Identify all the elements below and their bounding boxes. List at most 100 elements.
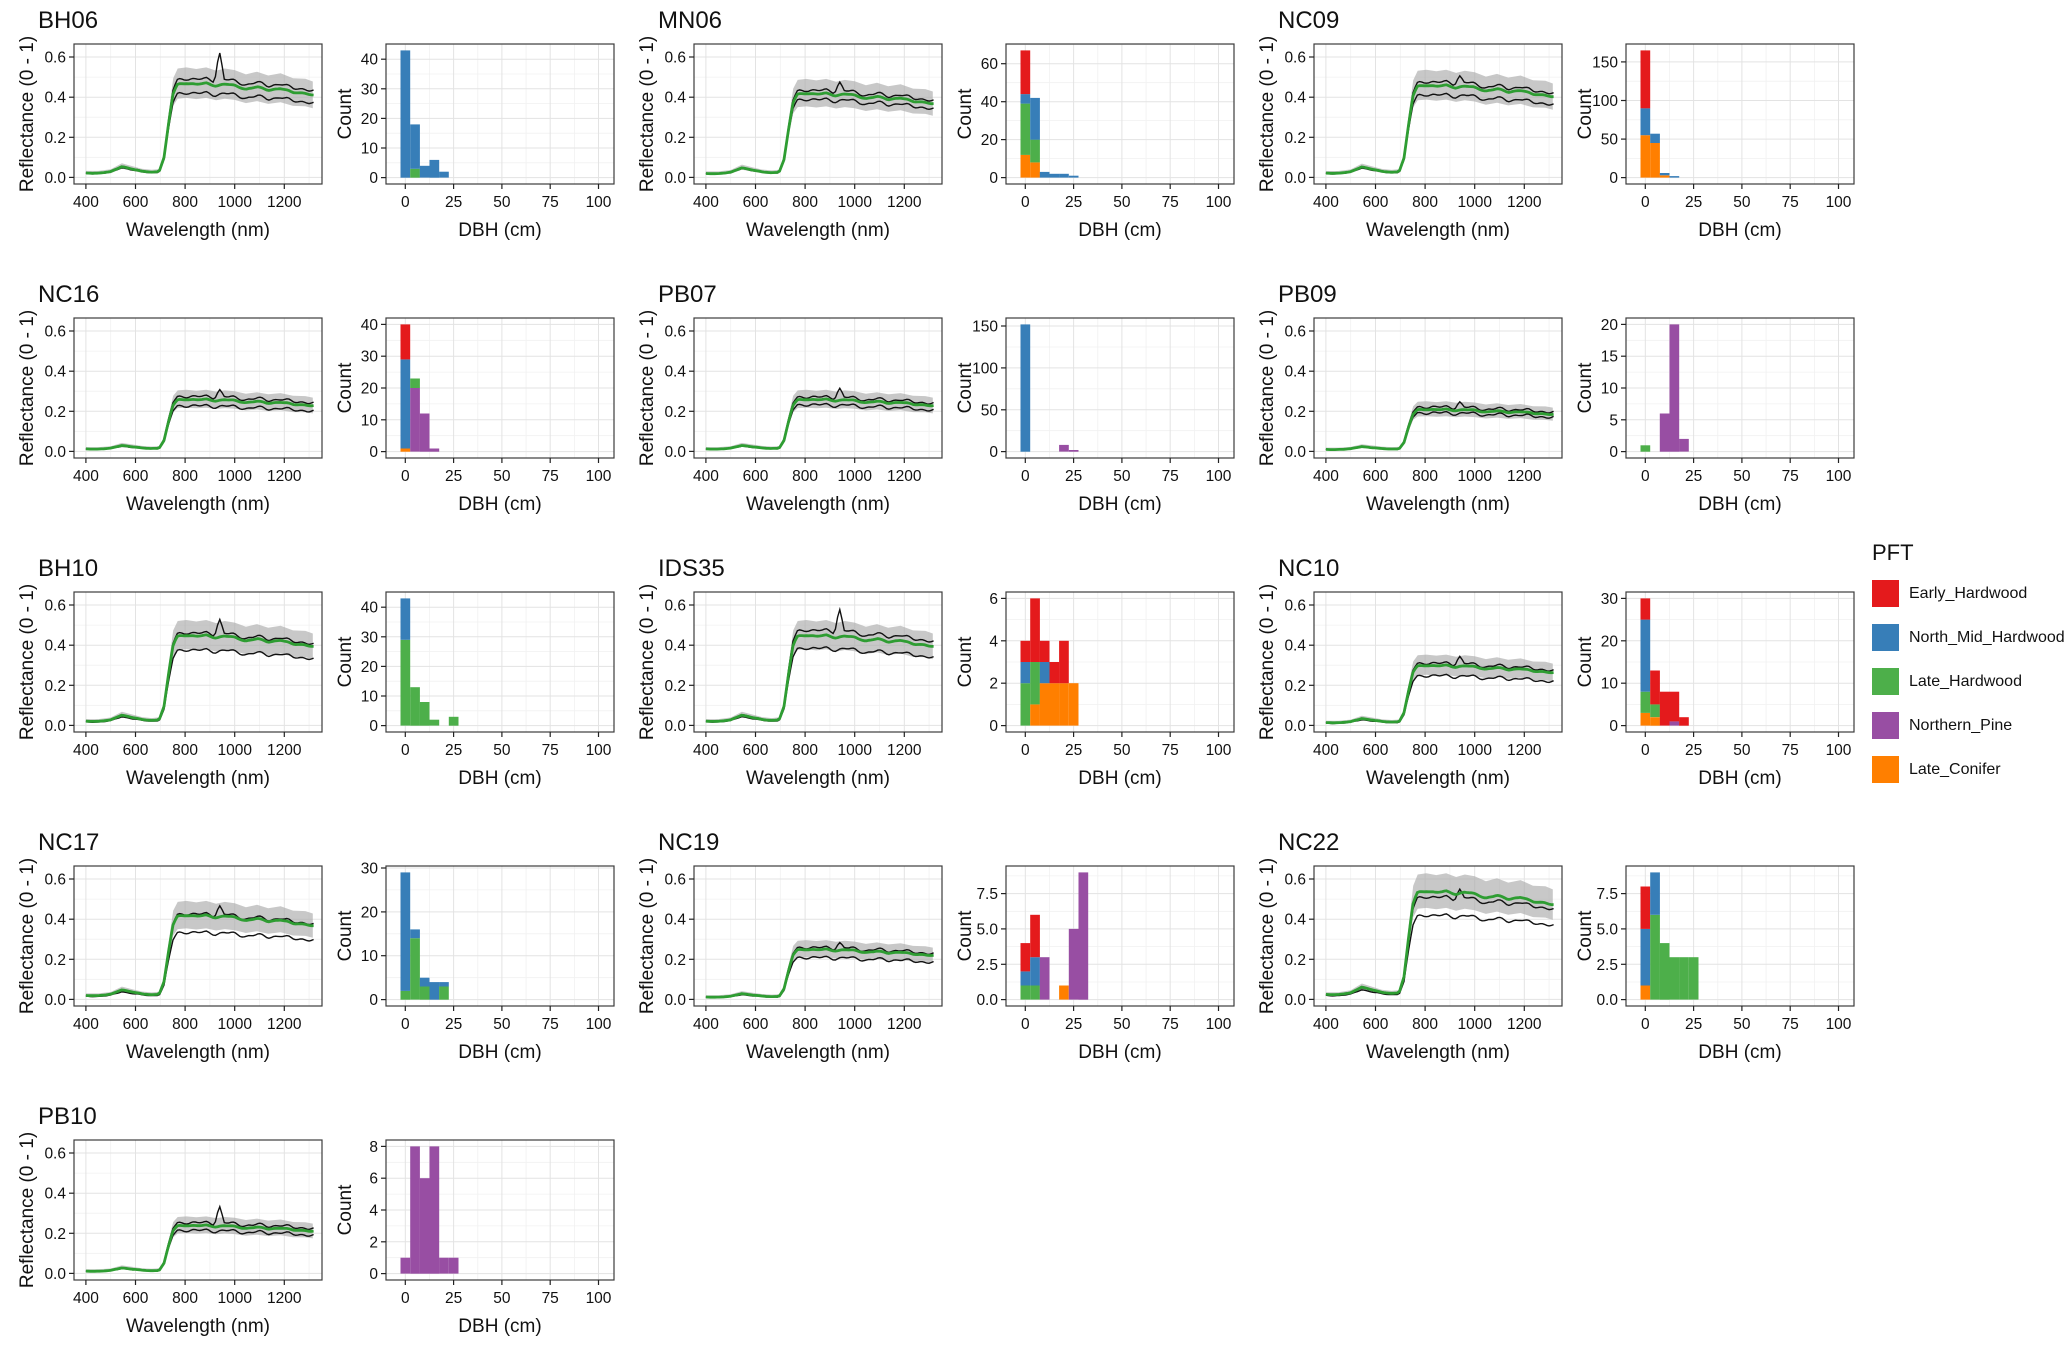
svg-text:Reflectance (0 - 1): Reflectance (0 - 1) xyxy=(637,858,658,1014)
svg-text:DBH (cm): DBH (cm) xyxy=(1698,220,1781,241)
svg-text:600: 600 xyxy=(1363,1016,1389,1033)
svg-text:1200: 1200 xyxy=(267,1290,302,1307)
spectrum-plot: 400 600 800 1000 1200 0.0 0.2 0.4 0.6 Wavelength … xyxy=(17,1132,323,1337)
panel-title: BH10 xyxy=(38,555,99,582)
svg-text:400: 400 xyxy=(73,1290,99,1307)
svg-text:0: 0 xyxy=(369,170,378,187)
svg-text:50: 50 xyxy=(1733,468,1751,485)
spectrum-plot: 400 600 800 1000 1200 0.0 0.2 0.4 0.6 Wavelength … xyxy=(1257,36,1563,241)
svg-text:800: 800 xyxy=(172,1016,198,1033)
svg-text:40: 40 xyxy=(361,52,379,69)
svg-text:0.6: 0.6 xyxy=(44,324,66,341)
svg-text:Count: Count xyxy=(1575,88,1596,139)
svg-text:600: 600 xyxy=(123,742,149,759)
svg-text:7.5: 7.5 xyxy=(976,886,998,903)
svg-text:1000: 1000 xyxy=(217,742,252,759)
svg-text:1200: 1200 xyxy=(1507,194,1542,211)
svg-text:0.6: 0.6 xyxy=(1284,50,1306,67)
svg-text:0.4: 0.4 xyxy=(1284,638,1306,655)
spectrum-plot: 400 600 800 1000 1200 0.0 0.2 0.4 0.6 Wavelength … xyxy=(17,858,323,1063)
panel-title: PB09 xyxy=(1278,281,1337,308)
svg-text:0.2: 0.2 xyxy=(664,952,686,969)
panel-charts: 400 600 800 1000 1200 0.0 0.2 0.4 0.6 Wavelength … xyxy=(1248,310,1862,542)
svg-text:600: 600 xyxy=(743,742,769,759)
svg-text:1000: 1000 xyxy=(1457,1016,1492,1033)
legend-item-North_Mid_Hardwood: North_Mid_Hardwood xyxy=(1872,624,2065,651)
dbh-histogram: 0 25 50 75 100 0 50 100 150 DBH (cm) Count xyxy=(1575,43,1855,241)
svg-text:25: 25 xyxy=(445,1016,462,1033)
panel-charts: 400 600 800 1000 1200 0.0 0.2 0.4 0.6 Wavelength … xyxy=(8,36,622,268)
svg-text:400: 400 xyxy=(1313,468,1339,485)
panel-title: PB07 xyxy=(658,281,717,308)
svg-text:800: 800 xyxy=(792,468,818,485)
svg-text:DBH (cm): DBH (cm) xyxy=(1078,1042,1161,1063)
svg-text:0: 0 xyxy=(369,1266,378,1283)
spectrum-plot: 400 600 800 1000 1200 0.0 0.2 0.4 0.6 Wavelength … xyxy=(637,36,943,241)
svg-text:100: 100 xyxy=(586,468,612,485)
svg-text:20: 20 xyxy=(1601,317,1619,334)
panel-title: NC22 xyxy=(1278,829,1340,856)
svg-text:0.0: 0.0 xyxy=(976,992,998,1009)
svg-text:0.0: 0.0 xyxy=(44,170,66,187)
svg-text:800: 800 xyxy=(172,468,198,485)
svg-text:600: 600 xyxy=(123,1290,149,1307)
svg-text:1200: 1200 xyxy=(887,194,922,211)
svg-text:50: 50 xyxy=(493,194,511,211)
svg-text:0: 0 xyxy=(1641,194,1650,211)
svg-text:0.4: 0.4 xyxy=(664,638,686,655)
panel-title: MN06 xyxy=(658,7,723,34)
svg-text:1000: 1000 xyxy=(837,468,872,485)
svg-text:10: 10 xyxy=(361,141,379,158)
svg-text:50: 50 xyxy=(1113,1016,1131,1033)
panel-charts: 400 600 800 1000 1200 0.0 0.2 0.4 0.6 Wavelength … xyxy=(8,310,622,542)
panel-charts: 400 600 800 1000 1200 0.0 0.2 0.4 0.6 Wavelength … xyxy=(8,584,622,816)
panel-PB09: PB09 400 600 800 1000 1200 0.0 0.2 0.4 0.6 Wavelen… xyxy=(1248,280,1862,542)
svg-text:Wavelength (nm): Wavelength (nm) xyxy=(1366,1042,1510,1063)
svg-text:0.6: 0.6 xyxy=(664,324,686,341)
svg-text:100: 100 xyxy=(586,194,612,211)
svg-text:100: 100 xyxy=(1206,194,1232,211)
svg-text:0.4: 0.4 xyxy=(1284,90,1306,107)
svg-text:30: 30 xyxy=(361,81,379,98)
svg-text:DBH (cm): DBH (cm) xyxy=(1078,768,1161,789)
svg-text:25: 25 xyxy=(1065,1016,1082,1033)
svg-text:150: 150 xyxy=(972,319,998,336)
svg-text:25: 25 xyxy=(1065,468,1082,485)
svg-text:10: 10 xyxy=(1601,676,1619,693)
panel-charts: 400 600 800 1000 1200 0.0 0.2 0.4 0.6 Wavelength … xyxy=(628,858,1242,1090)
svg-text:100: 100 xyxy=(1826,194,1852,211)
svg-text:1000: 1000 xyxy=(217,468,252,485)
svg-text:75: 75 xyxy=(1162,194,1179,211)
svg-text:4: 4 xyxy=(369,1203,378,1220)
svg-text:10: 10 xyxy=(361,948,379,965)
svg-text:25: 25 xyxy=(1685,468,1702,485)
panel-NC16: NC16 400 600 800 1000 1200 0.0 0.2 0.4 0.6 Wavelen… xyxy=(8,280,622,542)
svg-text:0.2: 0.2 xyxy=(664,130,686,147)
svg-text:DBH (cm): DBH (cm) xyxy=(1078,220,1161,241)
svg-text:DBH (cm): DBH (cm) xyxy=(1698,768,1781,789)
svg-text:Count: Count xyxy=(1575,910,1596,961)
svg-text:100: 100 xyxy=(1826,742,1852,759)
svg-text:0.2: 0.2 xyxy=(1284,130,1306,147)
panel-title: NC09 xyxy=(1278,7,1340,34)
svg-text:25: 25 xyxy=(1065,194,1082,211)
svg-text:400: 400 xyxy=(73,1016,99,1033)
panel-title: IDS35 xyxy=(658,555,725,582)
svg-text:Wavelength (nm): Wavelength (nm) xyxy=(1366,494,1510,515)
svg-text:0: 0 xyxy=(1641,1016,1650,1033)
svg-text:50: 50 xyxy=(493,1290,511,1307)
svg-text:Count: Count xyxy=(335,362,356,413)
panel-NC09: NC09 400 600 800 1000 1200 0.0 0.2 0.4 0.6 Wavelen… xyxy=(1248,6,1862,268)
svg-text:DBH (cm): DBH (cm) xyxy=(458,768,541,789)
svg-text:75: 75 xyxy=(1782,1016,1799,1033)
svg-text:Wavelength (nm): Wavelength (nm) xyxy=(746,220,890,241)
svg-text:100: 100 xyxy=(1206,1016,1232,1033)
svg-text:Count: Count xyxy=(955,362,976,413)
svg-text:20: 20 xyxy=(361,659,379,676)
svg-text:50: 50 xyxy=(1113,468,1131,485)
panel-charts: 400 600 800 1000 1200 0.0 0.2 0.4 0.6 Wavelength … xyxy=(8,858,622,1090)
svg-text:0: 0 xyxy=(369,992,378,1009)
svg-text:800: 800 xyxy=(172,742,198,759)
svg-text:Wavelength (nm): Wavelength (nm) xyxy=(126,768,270,789)
dbh-histogram: 0 25 50 75 100 0.0 2.5 5.0 7.5 DBH (cm) Count xyxy=(955,865,1235,1063)
